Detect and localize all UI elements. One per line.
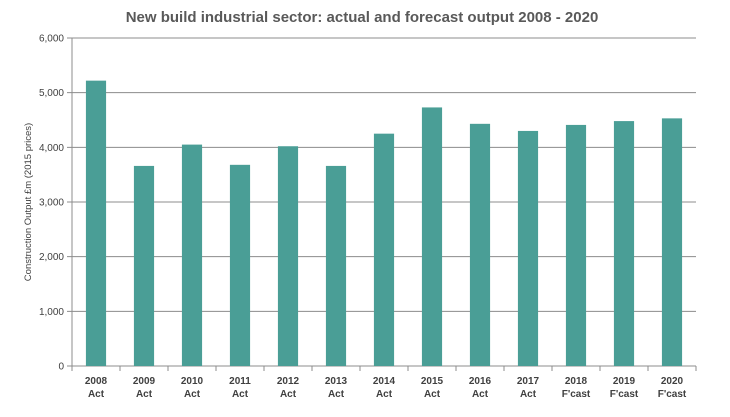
bar-2012 bbox=[277, 146, 299, 366]
y-axis-label: Construction Output £m (2015 prices) bbox=[23, 123, 34, 281]
y-tick-label: 5,000 bbox=[39, 88, 64, 99]
x-tick-year: 2018 bbox=[565, 376, 588, 387]
bar-2014 bbox=[373, 133, 395, 366]
y-tick-label: 3,000 bbox=[39, 198, 64, 209]
bar-2016 bbox=[469, 123, 491, 367]
x-tick-year: 2008 bbox=[85, 376, 108, 387]
x-tick-kind: Act bbox=[232, 389, 249, 400]
x-tick-year: 2013 bbox=[325, 376, 348, 387]
x-tick-year: 2015 bbox=[421, 376, 444, 387]
x-tick-kind: Act bbox=[472, 389, 489, 400]
x-tick-year: 2011 bbox=[229, 376, 251, 387]
y-tick-label: 6,000 bbox=[39, 34, 64, 45]
bar-2015 bbox=[421, 107, 443, 366]
x-tick-year: 2009 bbox=[133, 376, 156, 387]
x-tick-year: 2010 bbox=[181, 376, 204, 387]
y-tick-label: 0 bbox=[58, 362, 64, 373]
x-tick-kind: F'cast bbox=[562, 389, 591, 400]
x-tick-year: 2020 bbox=[661, 376, 684, 387]
x-tick-year: 2014 bbox=[373, 376, 396, 387]
bar-2019 bbox=[613, 121, 635, 367]
bar-2008 bbox=[85, 80, 107, 366]
bar-2013 bbox=[325, 165, 347, 366]
y-tick-label: 1,000 bbox=[39, 307, 64, 318]
x-tick-year: 2016 bbox=[469, 376, 492, 387]
bar-2009 bbox=[133, 165, 155, 366]
x-tick-kind: Act bbox=[424, 389, 441, 400]
chart-title: New build industrial sector: actual and … bbox=[126, 9, 599, 26]
bars bbox=[85, 80, 683, 367]
y-axis-ticks: 0 1,000 2,000 3,000 4,000 5,000 6,000 bbox=[39, 34, 64, 373]
bar-2011 bbox=[229, 164, 251, 366]
y-tick-label: 2,000 bbox=[39, 252, 64, 263]
x-tick-kind: Act bbox=[328, 389, 345, 400]
x-tick-year: 2017 bbox=[517, 376, 540, 387]
bar-2010 bbox=[181, 144, 203, 366]
bar-2018 bbox=[565, 124, 587, 366]
x-axis-ticks: 2008 Act 2009 Act 2010 Act 2011 Act 2012 Act 2013 A… bbox=[71, 366, 697, 400]
x-tick-kind: F'cast bbox=[658, 389, 687, 400]
bar-2020 bbox=[661, 118, 683, 366]
x-tick-kind: Act bbox=[136, 389, 153, 400]
x-tick-kind: Act bbox=[184, 389, 201, 400]
x-tick-year: 2012 bbox=[277, 376, 300, 387]
x-tick-kind: Act bbox=[88, 389, 105, 400]
x-tick-year: 2019 bbox=[613, 376, 636, 387]
y-tick-label: 4,000 bbox=[39, 143, 64, 154]
bar-2017 bbox=[517, 130, 539, 366]
x-tick-kind: Act bbox=[280, 389, 297, 400]
x-tick-kind: Act bbox=[520, 389, 537, 400]
x-tick-kind: F'cast bbox=[610, 389, 639, 400]
x-tick-kind: Act bbox=[376, 389, 393, 400]
